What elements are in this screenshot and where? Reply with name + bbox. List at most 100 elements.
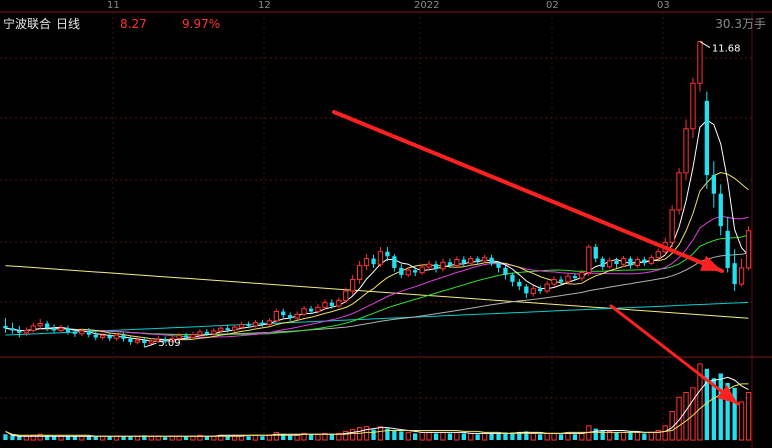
- candle: [301, 308, 307, 315]
- candle: [100, 335, 106, 339]
- candle: [357, 265, 363, 281]
- candle: [377, 251, 384, 265]
- volume-bar: [524, 431, 529, 440]
- volume-bar: [517, 432, 522, 440]
- candle: [399, 267, 404, 275]
- candle: [322, 302, 328, 308]
- candle: [586, 246, 592, 273]
- candle: [121, 335, 126, 339]
- top-axis-label: 03: [657, 0, 670, 11]
- high-marker: [699, 41, 711, 48]
- volume-bar: [107, 436, 112, 440]
- volume-bar: [190, 435, 196, 441]
- volume-bar: [642, 433, 647, 440]
- candle: [10, 328, 15, 331]
- volume-bar: [211, 435, 217, 441]
- candle: [676, 172, 682, 211]
- volume-bar: [363, 426, 370, 441]
- volume-bar: [419, 431, 425, 441]
- candle: [461, 259, 466, 264]
- candle: [225, 328, 230, 331]
- volume-bar: [322, 432, 328, 441]
- candle: [288, 315, 293, 318]
- volume-bar: [620, 431, 627, 441]
- candle: [51, 328, 57, 331]
- candle: [732, 263, 737, 285]
- candle: [524, 286, 529, 294]
- volume-bar: [503, 432, 508, 440]
- volume-bar: [607, 430, 613, 441]
- candle: [447, 262, 453, 266]
- volume-bar: [17, 435, 22, 441]
- volume-bar: [655, 430, 661, 441]
- candle: [579, 272, 585, 279]
- volume-bar: [155, 435, 161, 441]
- candle: [489, 257, 494, 264]
- candle: [79, 330, 85, 335]
- candle: [745, 230, 752, 269]
- candle: [725, 230, 730, 268]
- candle: [510, 274, 515, 282]
- ma250-line: [5, 265, 749, 319]
- candle: [155, 338, 161, 342]
- volume-bar: [614, 432, 619, 440]
- candle: [669, 209, 675, 243]
- candle: [385, 251, 390, 257]
- price-arrow-head: [700, 255, 722, 271]
- volume-bar: [273, 431, 280, 441]
- volume-bar: [745, 392, 752, 441]
- volume-bar: [704, 368, 709, 441]
- volume-bar: [45, 435, 50, 441]
- candle: [620, 258, 627, 265]
- candle: [440, 261, 446, 270]
- candle: [260, 322, 265, 325]
- volume-bar: [294, 434, 300, 441]
- volume-bar: [662, 425, 668, 441]
- volume-bar: [163, 437, 168, 440]
- volume-bar: [79, 435, 85, 441]
- candle: [23, 330, 30, 334]
- volume-bar: [530, 432, 536, 441]
- candle: [232, 326, 238, 331]
- candle: [738, 267, 745, 285]
- candle: [565, 275, 571, 283]
- candle: [128, 338, 133, 342]
- candle: [197, 331, 203, 336]
- volume-bar: [252, 434, 259, 441]
- candle: [600, 258, 605, 267]
- volume-bar: [113, 435, 120, 441]
- volume-bar: [58, 435, 64, 441]
- low-marker: [144, 342, 157, 348]
- volume-bar: [413, 433, 418, 440]
- candle: [558, 279, 564, 282]
- candle: [65, 328, 71, 332]
- candle: [544, 283, 550, 292]
- candle: [30, 325, 36, 331]
- volume-bar: [350, 429, 356, 441]
- candle: [572, 276, 578, 279]
- volume-bar: [489, 433, 494, 440]
- volume-bar: [3, 434, 8, 440]
- volume-bar: [572, 434, 578, 440]
- candle: [72, 331, 78, 334]
- candle: [648, 257, 655, 264]
- volume-bar: [579, 432, 585, 441]
- candle: [169, 337, 175, 342]
- candle: [413, 270, 418, 273]
- candle: [246, 324, 251, 326]
- top-axis-label: 11: [107, 0, 120, 11]
- price-arrow: [332, 110, 724, 273]
- volume-bar: [496, 433, 501, 440]
- volume-bar: [72, 436, 78, 440]
- volume-bar: [169, 435, 175, 441]
- volume-bar: [204, 436, 209, 440]
- volume-bar: [440, 431, 446, 441]
- volume-bar: [593, 428, 598, 440]
- volume-bar: [197, 434, 203, 441]
- volume-bar: [551, 432, 557, 441]
- candle: [183, 335, 189, 338]
- candle: [392, 256, 397, 268]
- volume-bar: [461, 433, 466, 440]
- volume-bar: [392, 430, 397, 440]
